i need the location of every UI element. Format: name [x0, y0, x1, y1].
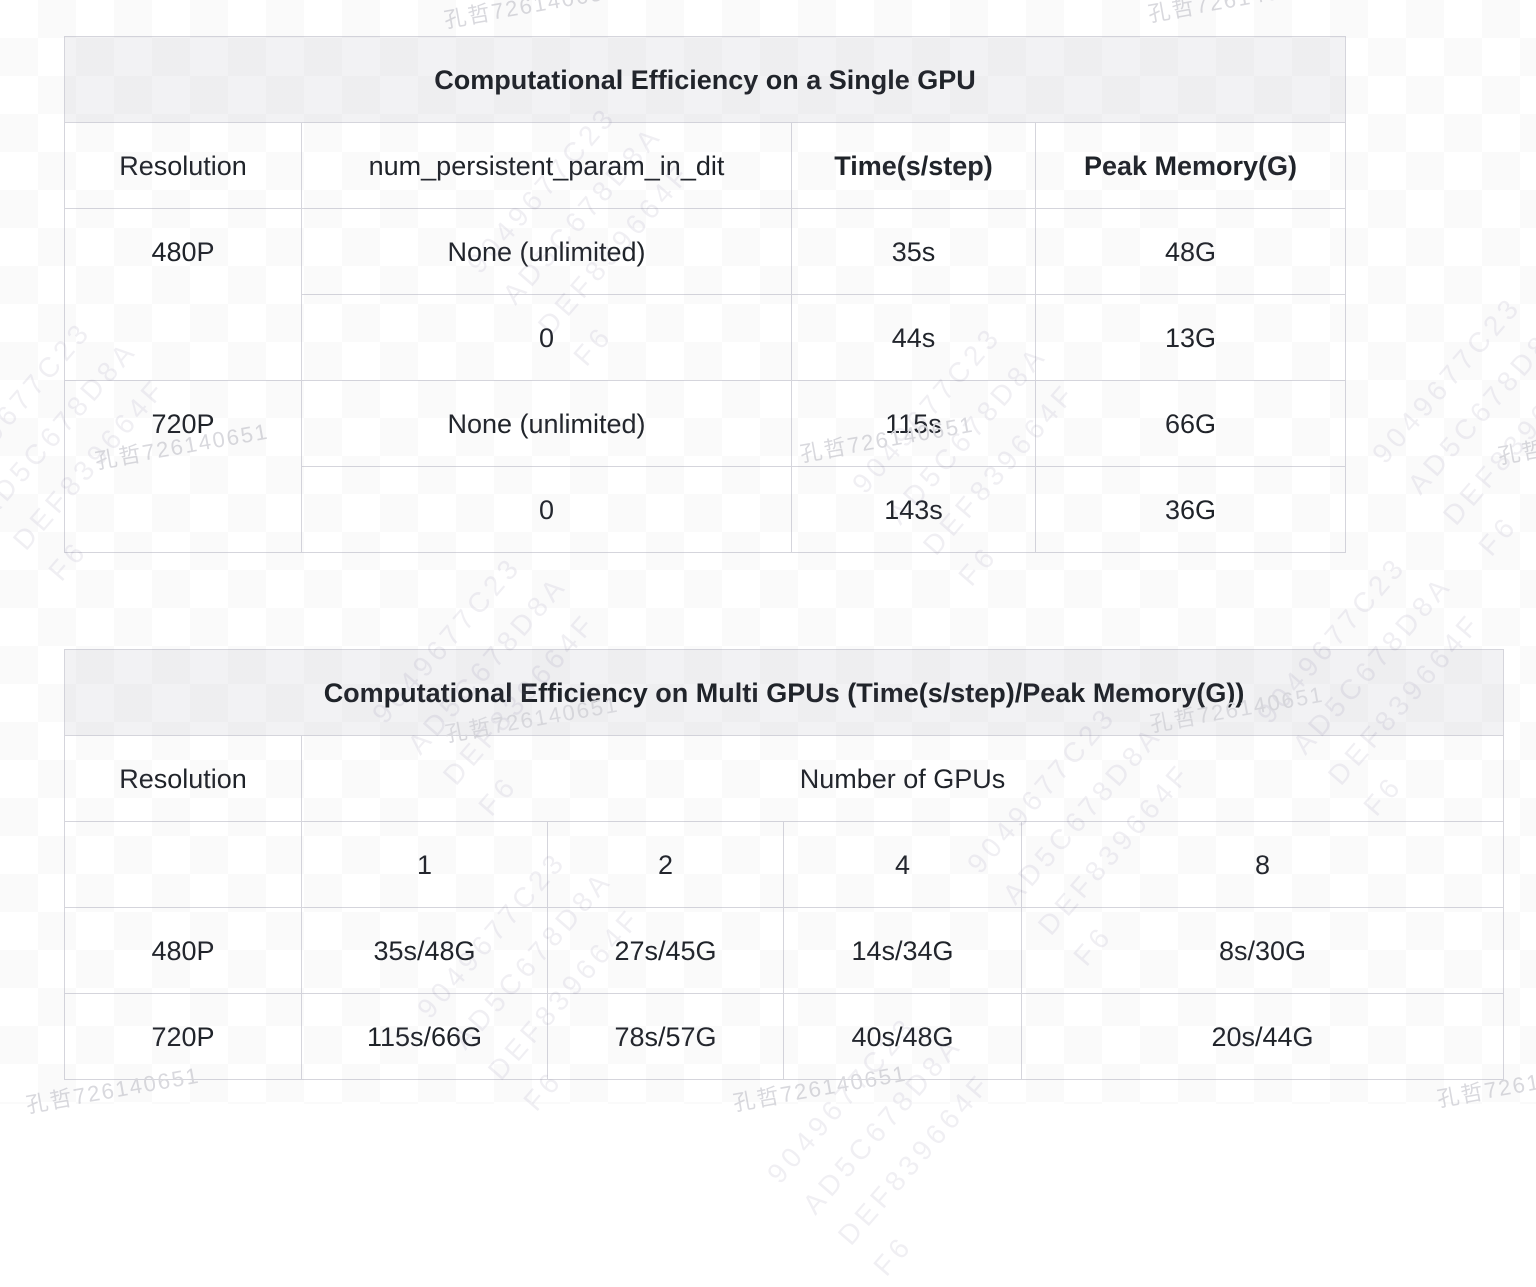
- cell-value: 14s/34G: [783, 907, 1022, 994]
- gpu-count-header-row: 1 2 4 8: [64, 821, 1505, 908]
- cell-value: 27s/45G: [547, 907, 784, 994]
- cell-resolution-480p: 480P: [64, 208, 302, 381]
- cell-time: 115s: [791, 380, 1036, 467]
- owner-watermark: 孔哲726140651: [1496, 413, 1536, 469]
- cell-peak-memory: 48G: [1034, 208, 1347, 295]
- col-header-gpu-1: 1: [301, 821, 548, 908]
- col-header-gpu-2: 2: [547, 821, 784, 908]
- table-row: 480P None (unlimited) 35s 48G: [64, 208, 1347, 381]
- cell-resolution-720p: 720P: [64, 380, 302, 553]
- table-row: 0 143s 36G: [65, 466, 1347, 553]
- col-header-gpu-4: 4: [783, 821, 1022, 908]
- multi-gpu-table-title: Computational Efficiency on Multi GPUs (…: [63, 649, 1505, 736]
- single-gpu-header-row: Resolution num_persistent_param_in_dit T…: [64, 122, 1347, 209]
- multi-gpu-header-row: Resolution Number of GPUs: [64, 735, 1505, 822]
- cell-resolution-720p: 720P: [64, 993, 302, 1080]
- cell-value: 78s/57G: [547, 993, 784, 1080]
- cell-peak-memory: 36G: [1034, 466, 1347, 553]
- cell-time: 35s: [791, 208, 1036, 295]
- cell-num-persistent: 0: [301, 294, 792, 381]
- single-gpu-table: Computational Efficiency on a Single GPU…: [63, 36, 1347, 553]
- cell-value: 40s/48G: [783, 993, 1022, 1080]
- owner-watermark: 孔哲726140651: [442, 0, 620, 33]
- cell-resolution-480p: 480P: [64, 907, 302, 994]
- col-header-resolution: Resolution: [64, 735, 302, 822]
- single-gpu-title-row: Computational Efficiency on a Single GPU: [63, 36, 1347, 123]
- col-header-num-persistent-param: num_persistent_param_in_dit: [301, 122, 792, 209]
- cell-time: 143s: [791, 466, 1036, 553]
- cell-num-persistent: None (unlimited): [301, 208, 792, 295]
- owner-watermark: 孔哲726140651: [1145, 0, 1324, 29]
- cell-peak-memory: 66G: [1034, 380, 1347, 467]
- cell-num-persistent: 0: [301, 466, 792, 553]
- col-header-resolution: Resolution: [64, 122, 302, 209]
- cell-value: 35s/48G: [301, 907, 548, 994]
- cell-value: 20s/44G: [1020, 993, 1505, 1080]
- cell-value: 115s/66G: [301, 993, 548, 1080]
- cell-num-persistent: None (unlimited): [301, 380, 792, 467]
- col-header-gpu-8: 8: [1020, 821, 1505, 908]
- multi-gpu-table: Computational Efficiency on Multi GPUs (…: [63, 649, 1505, 1080]
- col-header-time: Time(s/step): [791, 122, 1036, 209]
- single-gpu-table-title: Computational Efficiency on a Single GPU: [63, 36, 1347, 123]
- col-header-peak-memory: Peak Memory(G): [1034, 122, 1347, 209]
- multi-gpu-title-row: Computational Efficiency on Multi GPUs (…: [63, 649, 1505, 736]
- table-row: 720P None (unlimited) 115s 66G: [64, 380, 1347, 553]
- cell-empty: [64, 821, 302, 908]
- cell-time: 44s: [791, 294, 1036, 381]
- table-row: 0 44s 13G: [65, 294, 1347, 381]
- col-group-header-number-of-gpus: Number of GPUs: [300, 735, 1505, 822]
- table-row: 480P 35s/48G 27s/45G 14s/34G 8s/30G: [64, 907, 1505, 994]
- cell-peak-memory: 13G: [1034, 294, 1347, 381]
- table-row: 720P 115s/66G 78s/57G 40s/48G 20s/44G: [64, 993, 1505, 1080]
- cell-value: 8s/30G: [1020, 907, 1505, 994]
